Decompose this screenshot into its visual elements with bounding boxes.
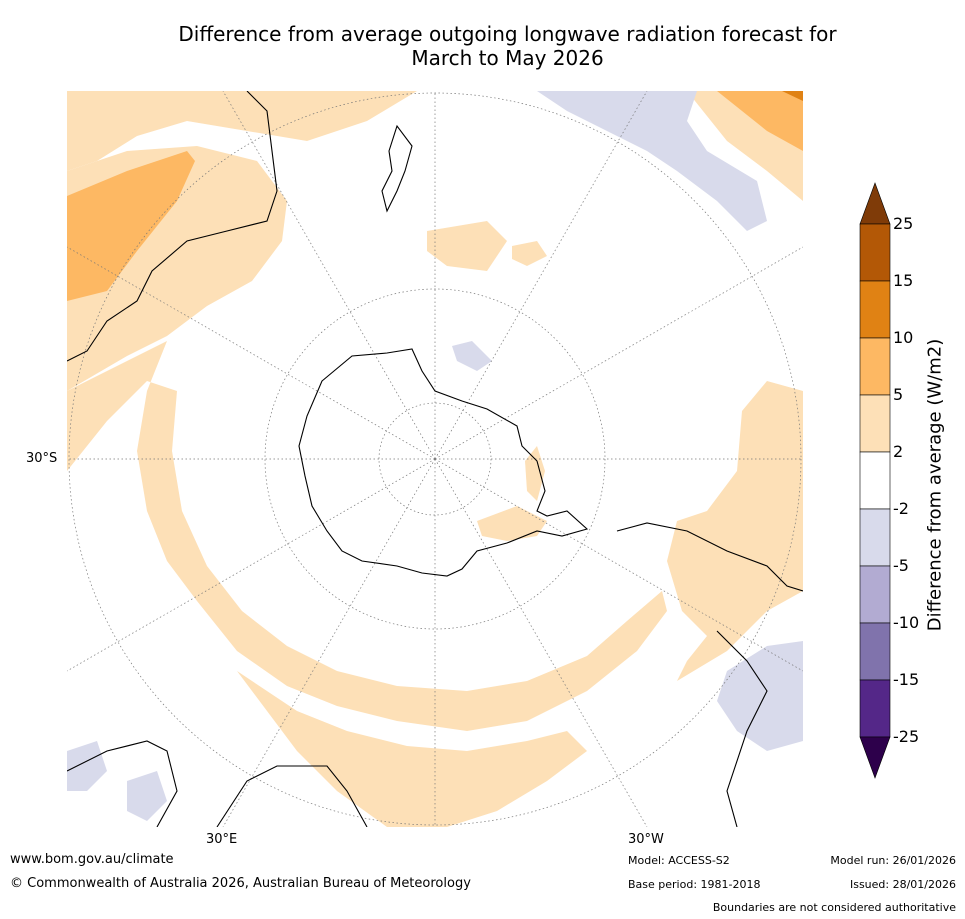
colorbar-band [859,508,891,567]
colorbar-tick-label: 10 [893,328,914,347]
anomaly-5-10-northwest [67,151,195,301]
footer-issued: Issued: 28/01/2026 [849,878,956,891]
coastlines [67,91,803,827]
colorbar-band [859,622,891,681]
graticule [67,91,803,827]
colorbar-tick-label: -15 [893,670,920,689]
anomaly-2-5-pacific-islands-2 [512,241,547,266]
anomaly-2-5-peninsula [525,446,545,501]
anomaly-2-5-northwest [67,91,417,171]
coast-africa [67,740,178,827]
anomaly-neg-2-5-south [127,771,167,821]
colorbar-band [859,280,891,339]
colorbar-bottom-arrow [859,736,891,779]
anomaly-neg-2-5-north [537,91,767,231]
footer-website[interactable]: www.bom.gov.au/climate [10,852,174,867]
footer-model-run: Model run: 26/01/2026 [830,854,956,867]
colorbar-tick-label: 25 [893,214,914,233]
anomaly-2-5-indian-arc [67,341,667,731]
coast-south-america [616,522,803,592]
colorbar-band [859,451,891,510]
colorbar-band [859,679,891,738]
colorbar-tick-label: -10 [893,613,920,632]
colorbar-top-arrow [859,182,891,225]
anomaly-2-5-pacific-islands [427,221,507,271]
anomaly-5-10-northeast [717,91,803,151]
longitude-label-30e: 30°E [206,832,238,847]
colorbar-tick-label: -25 [893,727,920,746]
anomaly-neg-2-5-small [452,341,492,371]
footer-disclaimer: Boundaries are not considered authoritat… [712,901,956,914]
anomaly-neg-2-5-southwest [67,741,107,791]
colorbar-tick-label: 2 [893,442,904,461]
polar-map [67,91,803,827]
coast-australia [67,91,278,362]
latitude-label-30s: 30°S [26,451,58,466]
anomaly-2-5-south-arc [237,671,587,827]
footer-copyright: © Commonwealth of Australia 2026, Austra… [10,876,471,891]
coast-africa-east [216,765,368,827]
title-line-2: March to May 2026 [411,46,604,70]
title-line-1: Difference from average outgoing longwav… [178,22,837,46]
colorbar-tick-label: -5 [893,556,909,575]
footer-model: Model: ACCESS-S2 [628,854,730,867]
map-title: Difference from average outgoing longwav… [0,22,965,70]
colorbar-tick-label: 15 [893,271,914,290]
colorbar-band [859,223,891,282]
coast-antarctica [298,348,589,577]
longitude-label-30w: 30°W [628,832,664,847]
anomaly-10-15-northeast [782,91,803,101]
colorbar [859,182,891,779]
colorbar-band [859,565,891,624]
footer-base-period: Base period: 1981-2018 [628,878,761,891]
colorbar-band [859,337,891,396]
colorbar-tick-label: -2 [893,499,909,518]
colorbar-tick-label: 5 [893,385,904,404]
coast-south-america-east [716,630,768,827]
colorbar-band [859,394,891,453]
anomaly-neg-2-5-southeast [717,641,803,751]
colorbar-label: Difference from average (W/m2) [924,338,946,632]
anomaly-2-5-weddell [477,506,547,541]
coast-new-zealand [381,124,413,213]
anomaly-2-5-atlantic-east [667,381,803,681]
